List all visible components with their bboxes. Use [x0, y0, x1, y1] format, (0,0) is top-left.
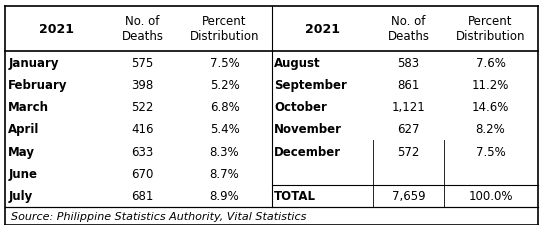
Text: 7.5%: 7.5%: [210, 56, 239, 69]
Text: March: March: [8, 101, 49, 114]
Text: 8.7%: 8.7%: [210, 167, 239, 180]
Text: 8.3%: 8.3%: [210, 145, 239, 158]
Text: Percent
Distribution: Percent Distribution: [456, 15, 526, 43]
Text: 2021: 2021: [305, 23, 340, 36]
Text: 6.8%: 6.8%: [210, 101, 239, 114]
Text: 681: 681: [131, 189, 154, 202]
Text: Percent
Distribution: Percent Distribution: [190, 15, 260, 43]
Text: 2021: 2021: [39, 23, 74, 36]
Text: January: January: [8, 56, 59, 69]
Text: February: February: [8, 79, 68, 92]
Text: 100.0%: 100.0%: [469, 189, 513, 202]
Text: 627: 627: [397, 123, 420, 136]
Text: April: April: [8, 123, 40, 136]
Text: October: October: [274, 101, 327, 114]
Text: December: December: [274, 145, 342, 158]
Text: August: August: [274, 56, 321, 69]
Text: 5.4%: 5.4%: [210, 123, 239, 136]
Text: 8.9%: 8.9%: [210, 189, 239, 202]
Text: Source: Philippine Statistics Authority, Vital Statistics: Source: Philippine Statistics Authority,…: [11, 211, 306, 221]
Text: 7.6%: 7.6%: [476, 56, 506, 69]
Text: 8.2%: 8.2%: [476, 123, 506, 136]
Text: 583: 583: [397, 56, 420, 69]
Text: May: May: [8, 145, 35, 158]
Text: 7,659: 7,659: [392, 189, 425, 202]
Text: 398: 398: [131, 79, 154, 92]
Text: 7.5%: 7.5%: [476, 145, 506, 158]
Text: June: June: [8, 167, 37, 180]
Text: 861: 861: [397, 79, 420, 92]
Text: No. of
Deaths: No. of Deaths: [122, 15, 163, 43]
Text: 5.2%: 5.2%: [210, 79, 239, 92]
Text: 11.2%: 11.2%: [472, 79, 509, 92]
Text: July: July: [8, 189, 33, 202]
Text: 575: 575: [131, 56, 154, 69]
Text: November: November: [274, 123, 342, 136]
Text: 1,121: 1,121: [392, 101, 425, 114]
Text: 670: 670: [131, 167, 154, 180]
Text: September: September: [274, 79, 347, 92]
Text: TOTAL: TOTAL: [274, 189, 316, 202]
Text: 416: 416: [131, 123, 154, 136]
Text: 14.6%: 14.6%: [472, 101, 509, 114]
Text: 522: 522: [131, 101, 154, 114]
Text: No. of
Deaths: No. of Deaths: [388, 15, 430, 43]
Text: 633: 633: [131, 145, 154, 158]
Text: 572: 572: [397, 145, 420, 158]
